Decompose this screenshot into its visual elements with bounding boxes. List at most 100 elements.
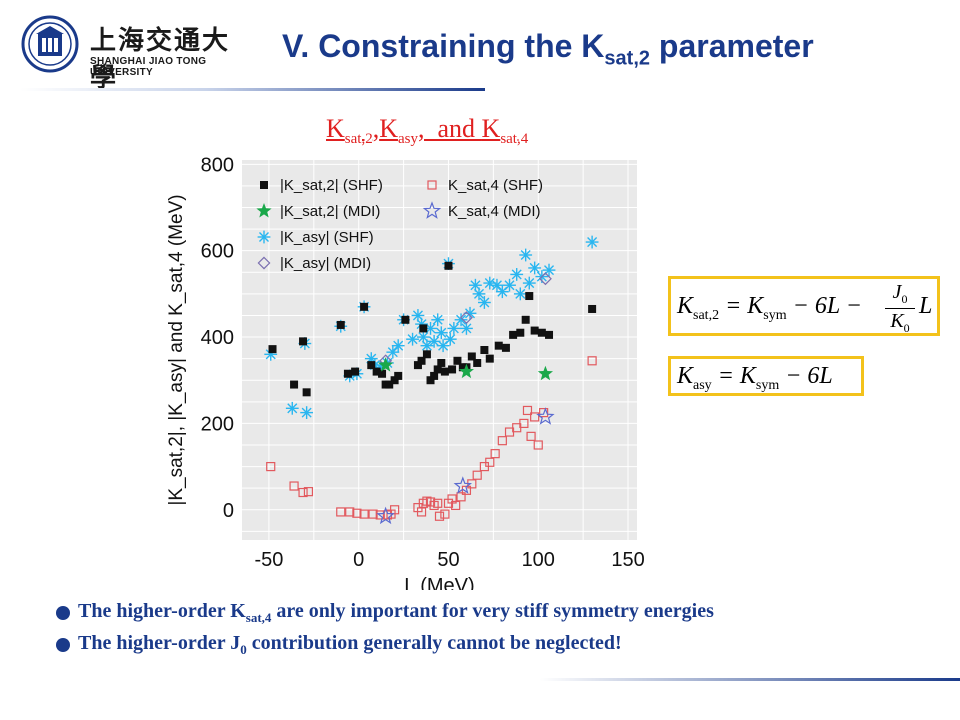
heading-s3: sat,4 <box>500 131 529 148</box>
data-point <box>352 508 362 518</box>
x-axis-label: L (MeV) <box>404 575 474 590</box>
data-point <box>375 510 385 520</box>
data-point <box>385 380 394 389</box>
data-point <box>522 405 533 416</box>
data-point <box>513 287 527 301</box>
legend-marker <box>257 256 271 270</box>
logo-english-name: SHANGHAI JIAO TONG UNIVERSITY <box>90 56 207 78</box>
data-point <box>303 487 314 497</box>
data-point <box>401 315 410 324</box>
data-point <box>469 278 482 292</box>
data-point <box>454 313 468 327</box>
data-point <box>467 352 476 361</box>
x-tick-label: -50 <box>254 549 283 571</box>
data-point-stroke <box>484 278 495 289</box>
data-point <box>490 278 504 292</box>
data-point-stroke <box>287 403 298 414</box>
data-point-stroke <box>301 407 312 418</box>
f2-sym-sub: sym <box>755 377 780 393</box>
data-point <box>336 507 346 517</box>
data-point <box>587 356 597 366</box>
data-point-stroke <box>587 237 598 248</box>
data-point <box>298 487 308 498</box>
y-tick-label: 400 <box>201 327 234 349</box>
data-point-stroke <box>456 314 467 325</box>
data-point-stroke <box>393 340 404 351</box>
f2-lhs-sub: asy <box>693 377 712 393</box>
title-sub: sat,2 <box>604 47 650 70</box>
data-point <box>460 322 473 335</box>
data-point <box>519 418 529 429</box>
data-point <box>494 341 503 350</box>
data-point <box>285 401 299 415</box>
data-point <box>537 365 553 381</box>
data-point <box>536 407 555 425</box>
data-point <box>360 302 369 311</box>
data-point <box>345 507 355 517</box>
data-point <box>485 354 494 363</box>
data-point <box>456 492 466 502</box>
data-point-stroke <box>473 288 485 299</box>
data-point <box>268 345 277 354</box>
legend-marker <box>256 203 272 218</box>
heading-and: , and <box>417 114 482 143</box>
data-point <box>448 365 457 374</box>
data-point <box>426 376 435 385</box>
data-point <box>447 322 461 335</box>
data-point-stroke <box>520 249 531 261</box>
bullet1-post: are only important for very stiff symmet… <box>271 600 714 622</box>
data-point-stroke <box>515 288 526 299</box>
f1-num: J0 <box>893 281 908 306</box>
data-point-stroke <box>470 280 481 291</box>
data-point <box>290 380 299 389</box>
data-point <box>416 507 427 517</box>
data-point-stroke <box>448 323 459 334</box>
heading-k1: K <box>326 114 345 143</box>
data-point <box>516 328 525 337</box>
data-point-stroke <box>429 336 440 347</box>
data-point <box>266 461 276 472</box>
data-point <box>458 363 474 379</box>
data-point <box>443 332 457 346</box>
data-point-stroke <box>432 314 443 325</box>
data-point <box>368 509 378 519</box>
data-point <box>542 263 556 277</box>
bullet2-post: contribution generally cannot be neglect… <box>246 632 622 654</box>
legend-marker-stroke <box>258 231 270 243</box>
data-point-stroke <box>461 323 472 334</box>
heading-s1: sat,2 <box>344 131 373 148</box>
data-point <box>519 248 533 262</box>
data-point <box>433 498 443 508</box>
data-point <box>472 287 486 301</box>
data-point <box>528 261 542 275</box>
data-point <box>413 361 422 370</box>
data-point-stroke <box>418 332 429 343</box>
data-point <box>485 457 495 467</box>
data-point-stroke <box>425 323 436 334</box>
data-point <box>453 356 462 365</box>
legend-label: K_sat,4 (SHF) <box>448 177 543 194</box>
f1-den-k: K <box>890 310 904 332</box>
data-point-stroke <box>387 347 398 358</box>
data-point <box>588 304 597 313</box>
bullet-dot-icon <box>56 606 70 620</box>
legend-label: |K_asy| (SHF) <box>280 229 374 246</box>
data-point <box>501 343 510 352</box>
data-point-stroke <box>436 327 447 338</box>
x-tick-label: 0 <box>353 549 364 571</box>
footer-divider <box>540 678 960 681</box>
bullet1-sub: sat,4 <box>245 610 272 625</box>
data-point <box>530 326 539 335</box>
slide-title: V. Constraining the Ksat,2 parameter <box>282 28 814 70</box>
data-point <box>351 367 360 376</box>
f2-lhs: K <box>677 363 694 389</box>
y-axis-label: |K_sat,2|, |K_asy| and K_sat,4 (MeV) <box>166 194 187 505</box>
f1-rest: − 6L − <box>786 293 862 319</box>
data-point <box>431 313 445 327</box>
y-tick-label: 800 <box>201 154 234 176</box>
data-point <box>419 324 428 333</box>
legend-marker <box>427 180 437 190</box>
data-point-stroke <box>491 280 502 291</box>
data-point <box>434 511 445 521</box>
data-point <box>343 369 352 378</box>
